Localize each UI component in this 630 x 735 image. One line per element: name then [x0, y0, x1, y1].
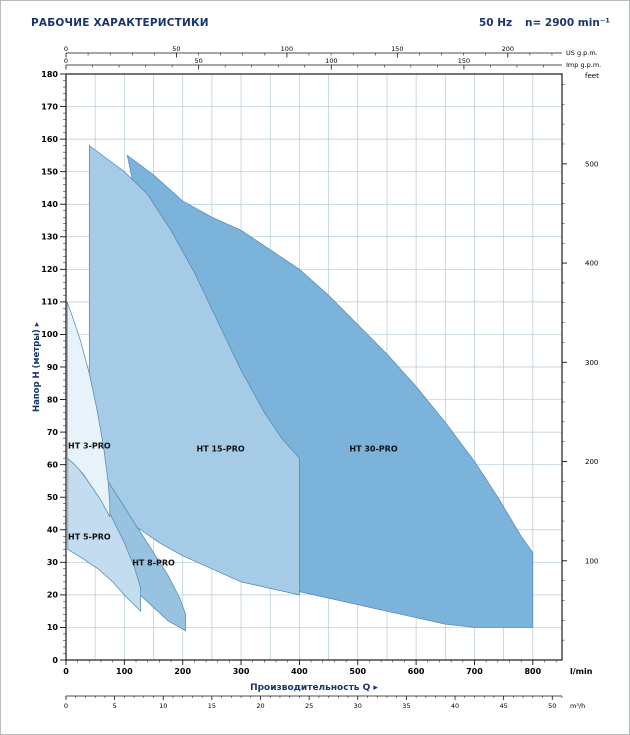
- svg-text:600: 600: [408, 667, 425, 676]
- svg-text:50: 50: [47, 493, 59, 502]
- axis-top-us-gpm-unit-label: US g.p.m.: [566, 49, 598, 57]
- svg-text:25: 25: [305, 702, 313, 710]
- svg-text:90: 90: [47, 363, 59, 372]
- svg-text:100: 100: [41, 330, 58, 339]
- region-label-ht-8-pro: HT 8-PRO: [132, 559, 175, 568]
- svg-text:45: 45: [500, 702, 508, 710]
- svg-text:40: 40: [451, 702, 459, 710]
- axis-left-meters: 0 10 20 30 40 50 60 70 80 90 100 110 120 130 140 150 160…: [32, 70, 66, 665]
- svg-text:0: 0: [64, 57, 68, 65]
- svg-text:500: 500: [349, 667, 366, 676]
- svg-text:150: 150: [458, 57, 470, 65]
- svg-text:200: 200: [585, 458, 598, 466]
- svg-text:100: 100: [281, 45, 293, 53]
- pump-regions: [66, 145, 534, 632]
- y-axis-title: Напор H (метры) ▸: [32, 321, 42, 412]
- svg-text:170: 170: [41, 102, 58, 111]
- svg-text:300: 300: [233, 667, 250, 676]
- svg-text:200: 200: [174, 667, 191, 676]
- feet-unit-label: feet: [585, 72, 599, 80]
- svg-text:120: 120: [41, 265, 58, 274]
- svg-text:0: 0: [64, 45, 68, 53]
- svg-text:130: 130: [41, 233, 58, 242]
- svg-text:400: 400: [585, 260, 598, 268]
- region-labels: HT 30-PRO HT 15-PRO HT 8-PRO HT 5-PRO HT 3-P…: [68, 441, 398, 567]
- x-axis-title: Производительность Q ▸: [250, 683, 378, 693]
- lmin-unit-label: l/min: [570, 667, 593, 676]
- svg-text:0: 0: [63, 667, 69, 676]
- svg-text:30: 30: [47, 558, 59, 567]
- svg-text:20: 20: [47, 591, 59, 600]
- axis-right-feet: 100 200 300 400 500 feet: [562, 72, 599, 641]
- region-ht-3-pro: [66, 301, 111, 518]
- region-label-ht-3-pro: HT 3-PRO: [68, 441, 111, 450]
- svg-text:80: 80: [47, 395, 59, 404]
- svg-text:35: 35: [402, 702, 410, 710]
- svg-text:150: 150: [391, 45, 403, 53]
- axis-top-imp-gpm-unit-label: Imp g.p.m.: [566, 61, 601, 69]
- axis-bottom-lmin: 0 100 200 300 400 500 600 700 800 l/min: [63, 660, 593, 676]
- svg-text:0: 0: [52, 656, 58, 665]
- svg-text:100: 100: [585, 557, 598, 565]
- svg-text:60: 60: [47, 460, 59, 469]
- svg-text:10: 10: [47, 623, 59, 632]
- svg-text:5: 5: [113, 702, 117, 710]
- svg-text:160: 160: [41, 135, 58, 144]
- svg-text:70: 70: [47, 428, 59, 437]
- svg-text:15: 15: [208, 702, 216, 710]
- axis-top-imp-gpm: 0 50 100 150 Imp g.p.m.: [64, 57, 601, 70]
- region-label-ht-30-pro: HT 30-PRO: [349, 445, 397, 454]
- axis-top-us-gpm: 0 50 100 150 200 US g.p.m.: [64, 45, 598, 58]
- svg-text:500: 500: [585, 160, 598, 168]
- axis-bottom-m3h: 0 5 10 15 20 25 30 35 40 45 50 m³/h: [64, 695, 585, 710]
- frequency-value: 50 Hz: [479, 17, 513, 29]
- svg-text:110: 110: [41, 298, 58, 307]
- svg-text:200: 200: [502, 45, 514, 53]
- svg-text:50: 50: [548, 702, 556, 710]
- svg-text:0: 0: [64, 702, 68, 710]
- svg-text:100: 100: [325, 57, 337, 65]
- rotation-speed-value: n= 2900 min⁻¹: [525, 17, 610, 29]
- region-label-ht-5-pro: HT 5-PRO: [68, 533, 111, 542]
- svg-text:100: 100: [116, 667, 133, 676]
- svg-text:700: 700: [466, 667, 483, 676]
- region-label-ht-15-pro: HT 15-PRO: [197, 445, 245, 454]
- svg-text:50: 50: [194, 57, 202, 65]
- m3h-unit-label: m³/h: [570, 702, 585, 710]
- svg-text:50: 50: [172, 45, 180, 53]
- svg-text:20: 20: [256, 702, 264, 710]
- svg-text:180: 180: [41, 70, 58, 79]
- svg-text:140: 140: [41, 200, 58, 209]
- svg-text:150: 150: [41, 167, 58, 176]
- page-title: РАБОЧИЕ ХАРАКТЕРИСТИКИ: [31, 17, 209, 29]
- svg-text:800: 800: [524, 667, 541, 676]
- svg-text:400: 400: [291, 667, 308, 676]
- svg-text:40: 40: [47, 526, 59, 535]
- svg-text:300: 300: [585, 359, 598, 367]
- svg-text:10: 10: [159, 702, 167, 710]
- svg-text:30: 30: [354, 702, 362, 710]
